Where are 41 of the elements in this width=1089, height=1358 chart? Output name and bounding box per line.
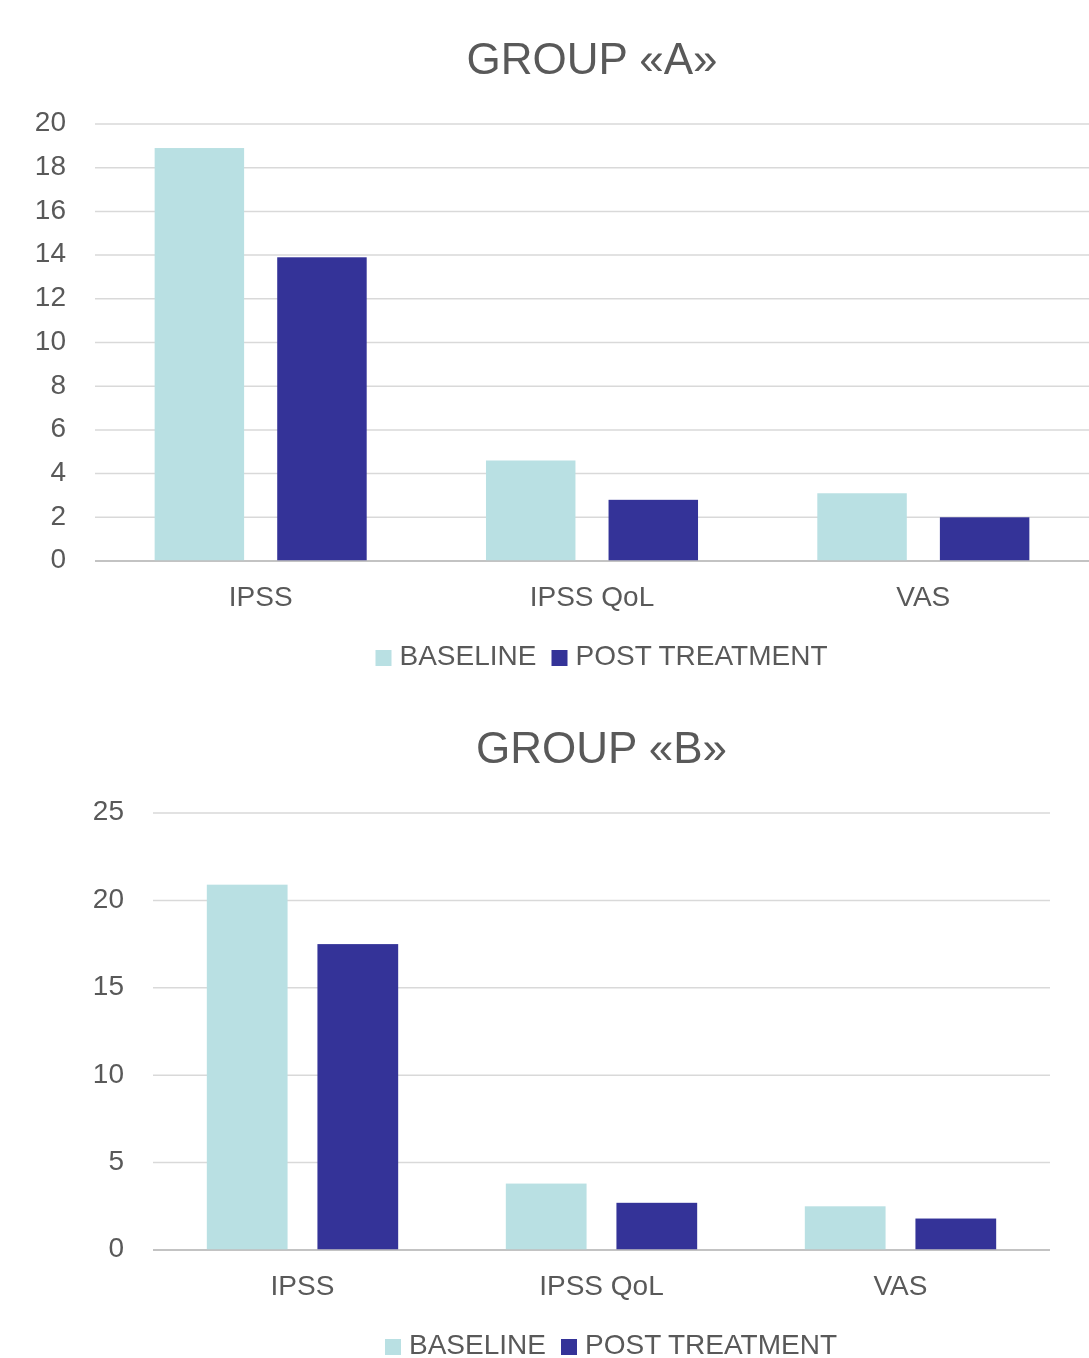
chart-title: GROUP «B»: [475, 722, 728, 772]
bar: [154, 148, 245, 561]
x-tick-label: IPSS: [270, 1270, 335, 1302]
legend-label: POST TREATMENT: [575, 640, 828, 672]
y-tick-label: 12: [34, 281, 66, 313]
x-tick-label: IPSS QoL: [539, 1270, 664, 1302]
x-tick-label: IPSS: [228, 581, 293, 613]
bar: [317, 944, 399, 1250]
y-tick-label: 15: [92, 970, 124, 1002]
x-tick-label: IPSS QoL: [529, 581, 655, 613]
bar: [939, 517, 1030, 561]
y-tick-label: 10: [92, 1057, 124, 1089]
bar: [206, 884, 288, 1250]
y-tick-label: 4: [50, 455, 66, 487]
y-tick-label: 20: [34, 106, 66, 138]
bar: [505, 1183, 587, 1250]
legend-label: POST TREATMENT: [585, 1329, 838, 1358]
bar: [608, 499, 699, 561]
chart-title: GROUP «A»: [466, 33, 718, 83]
x-tick-label: VAS: [873, 1270, 928, 1302]
y-tick-label: 2: [50, 499, 66, 531]
y-tick-label: 14: [34, 237, 66, 269]
y-tick-label: 25: [92, 795, 124, 827]
bar: [616, 1202, 698, 1250]
y-tick-label: 0: [108, 1232, 124, 1264]
y-tick-label: 10: [34, 324, 66, 356]
y-tick-label: 8: [50, 368, 66, 400]
y-tick-label: 6: [50, 412, 66, 444]
x-tick-label: VAS: [896, 581, 951, 613]
bar: [485, 460, 576, 561]
y-tick-label: 20: [92, 882, 124, 914]
bar: [817, 493, 907, 561]
legend-label: BASELINE: [409, 1329, 546, 1358]
y-tick-label: 16: [34, 193, 66, 225]
bar: [277, 257, 367, 561]
legend-label: BASELINE: [399, 640, 537, 672]
y-tick-label: 18: [34, 150, 66, 182]
bar: [804, 1206, 886, 1250]
y-tick-label: 5: [108, 1144, 124, 1176]
y-tick-label: 0: [50, 543, 66, 575]
bar: [915, 1218, 997, 1250]
